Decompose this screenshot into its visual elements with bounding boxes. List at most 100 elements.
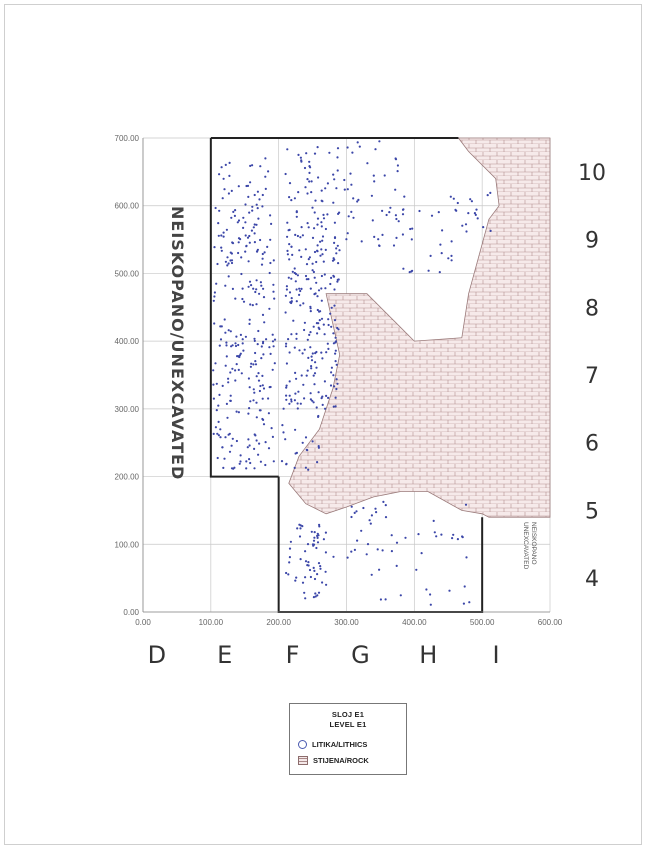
lithic-point: [290, 301, 293, 305]
lithic-point: [317, 391, 320, 394]
lithic-point: [256, 207, 259, 210]
lithic-point: [312, 539, 316, 542]
lithic-point: [294, 272, 298, 276]
lithic-point: [402, 208, 405, 211]
row-label: 7: [585, 364, 599, 389]
lithic-point: [320, 397, 323, 400]
lithic-point: [296, 234, 299, 238]
lithic-point: [465, 230, 468, 233]
lithic-point: [316, 541, 320, 544]
lithic-point: [264, 157, 267, 160]
x-tick-label: 300.00: [334, 618, 359, 627]
lithic-point: [296, 274, 299, 277]
lithic-point: [254, 290, 257, 294]
lithic-point: [235, 335, 238, 338]
lithic-point: [285, 386, 288, 389]
lithic-point: [402, 267, 405, 270]
lithic-point: [309, 346, 312, 349]
lithic-point: [313, 152, 317, 155]
lithic-point: [220, 249, 223, 252]
lithic-point: [217, 420, 220, 423]
lithic-point: [255, 203, 258, 206]
lithic-point: [317, 445, 320, 448]
lithic-point: [253, 339, 256, 342]
lithic-point: [294, 579, 297, 582]
lithic-point: [296, 527, 299, 530]
lithic-point: [356, 539, 359, 542]
lithic-point: [217, 234, 220, 237]
lithic-point: [242, 349, 245, 352]
lithic-point: [326, 213, 329, 216]
lithic-point: [334, 340, 338, 343]
lithic-point: [332, 275, 336, 278]
lithic-point: [237, 368, 240, 371]
lithic-point: [489, 229, 492, 232]
lithic-point: [288, 547, 292, 550]
lithic-point: [230, 345, 233, 348]
lithic-point: [350, 550, 353, 553]
circle-icon: [298, 739, 307, 749]
lithic-point: [325, 394, 328, 397]
lithic-point: [320, 351, 323, 354]
lithic-point: [303, 166, 307, 170]
lithic-point: [317, 176, 320, 179]
lithic-point: [253, 391, 256, 394]
lithic-point: [468, 601, 471, 604]
lithic-point: [309, 287, 312, 290]
lithic-point: [322, 323, 325, 326]
lithic-point: [403, 195, 406, 198]
lithic-point: [394, 214, 397, 217]
lithic-point: [251, 304, 254, 307]
lithic-point: [249, 461, 252, 465]
lithic-point: [316, 536, 319, 540]
lithic-point: [223, 457, 226, 460]
lithic-point: [370, 194, 373, 197]
lithic-point: [307, 258, 310, 261]
lithic-point: [229, 394, 232, 397]
lithic-point: [327, 396, 330, 399]
lithic-point: [255, 439, 258, 442]
lithic-point: [316, 594, 319, 597]
lithic-point: [316, 295, 319, 298]
lithic-point: [225, 341, 228, 344]
lithic-point: [288, 182, 292, 185]
lithic-point: [229, 251, 232, 254]
lithic-point: [290, 277, 293, 280]
lithic-point: [365, 553, 368, 556]
lithic-point: [228, 432, 231, 435]
lithic-point: [264, 175, 267, 178]
lithic-point: [305, 374, 308, 377]
lithic-point: [258, 389, 261, 393]
lithic-point: [450, 259, 453, 262]
lithic-point: [350, 505, 353, 508]
lithic-point: [285, 398, 288, 401]
lithic-point: [291, 270, 294, 273]
lithic-point: [220, 325, 223, 328]
lithic-point: [330, 306, 333, 309]
lithic-point: [329, 384, 333, 387]
lithic-point: [231, 242, 235, 245]
lithic-point: [260, 284, 263, 287]
lithic-point: [476, 217, 479, 220]
lithic-point: [255, 303, 258, 306]
lithic-point: [334, 352, 337, 355]
lithic-point: [296, 402, 299, 405]
lithic-point: [260, 263, 264, 266]
lithic-point: [433, 531, 436, 534]
lithic-point: [304, 436, 308, 439]
lithic-point: [241, 338, 244, 341]
lithic-point: [231, 367, 234, 370]
lithic-point: [268, 307, 271, 310]
lithic-point: [285, 571, 288, 575]
lithic-point: [298, 535, 302, 538]
lithic-point: [300, 160, 303, 163]
lithic-point: [235, 410, 238, 413]
lithic-point: [288, 243, 291, 246]
lithic-point: [212, 397, 215, 400]
lithic-point: [462, 602, 465, 605]
lithic-point: [248, 444, 251, 447]
lithic-point: [351, 151, 354, 154]
lithic-point: [320, 299, 323, 302]
lithic-point: [315, 260, 318, 264]
lithic-point: [353, 548, 356, 552]
